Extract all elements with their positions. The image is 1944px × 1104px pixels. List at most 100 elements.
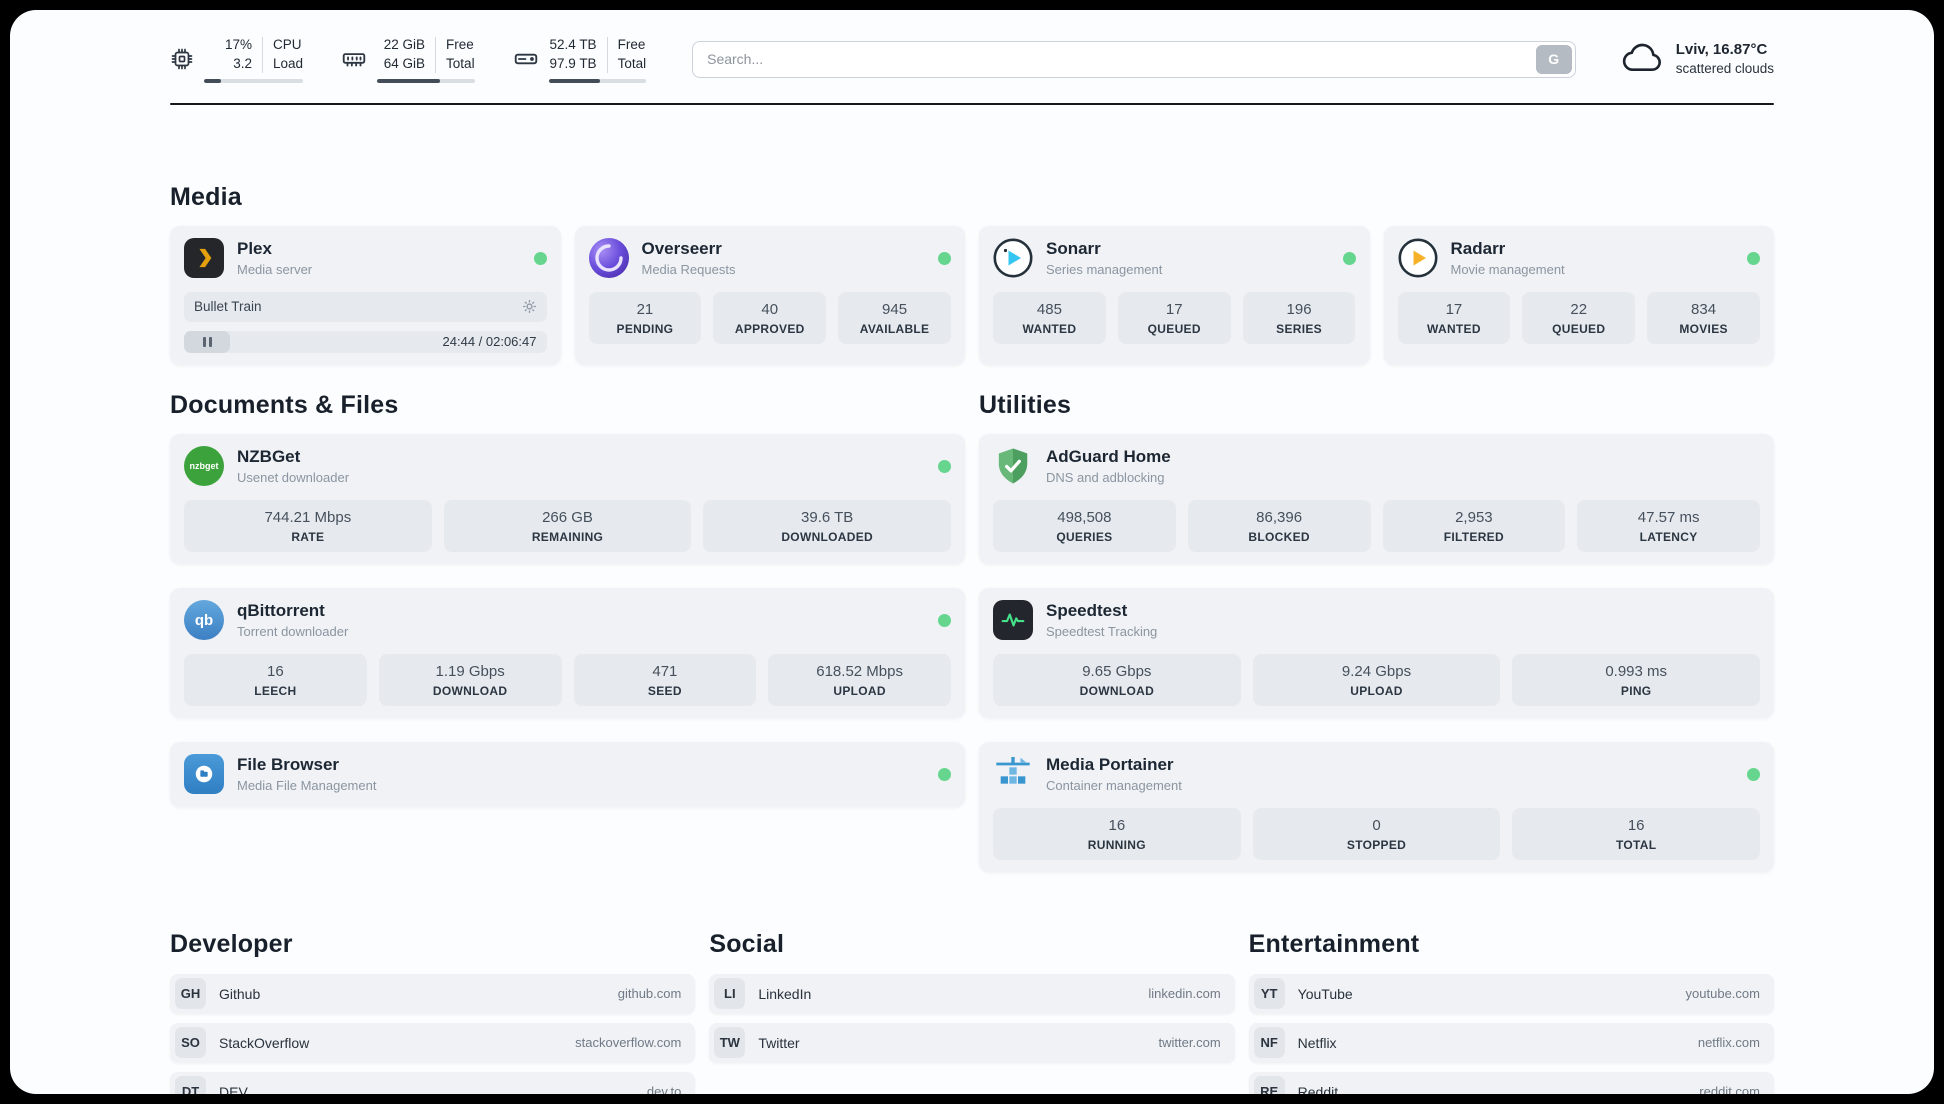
memory-usage-widget: 22 GiB 64 GiB Free Total: [341, 36, 475, 83]
stat-stopped: 0 STOPPED: [1252, 807, 1501, 860]
radarr-card[interactable]: Radarr Movie management 17 WANTED 22 QUEUE…: [1383, 225, 1774, 365]
stat-leech: 16 LEECH: [184, 653, 367, 706]
plex-icon: [184, 238, 224, 279]
cpu-load-label: Load: [273, 55, 304, 71]
memory-progress-bar: [377, 78, 475, 83]
app-subtitle: Media File Management: [237, 777, 377, 793]
bookmark-name: Twitter: [758, 1034, 800, 1051]
sonarr-card[interactable]: Sonarr Series management 485 WANTED 17 QUE…: [979, 225, 1370, 365]
bookmark-github[interactable]: GH Github github.com: [170, 973, 696, 1014]
cpu-usage-widget: 17% 3.2 CPU Load: [170, 36, 304, 83]
section-title-media: Media: [170, 182, 242, 211]
bookmark-group-social: Social LI LinkedIn linkedin.com TW Twitt…: [709, 929, 1235, 1094]
bookmark-name: StackOverflow: [219, 1034, 310, 1051]
radarr-icon: [1397, 238, 1438, 278]
bookmark-url: twitter.com: [1158, 1035, 1221, 1051]
adguard-card[interactable]: AdGuard Home DNS and adblocking 498,508 Q…: [979, 433, 1774, 564]
section-title-social: Social: [709, 929, 785, 958]
storage-usage-widget: 52.4 TB 97.9 TB Free Total: [513, 36, 647, 83]
app-title: Speedtest: [1046, 600, 1128, 620]
gear-icon[interactable]: [522, 299, 537, 314]
portainer-card[interactable]: Media Portainer Container management 16 R…: [979, 741, 1774, 872]
weather-location: Lviv, 16.87°C: [1675, 41, 1768, 59]
memory-free-label: Free: [446, 37, 474, 52]
app-title: Radarr: [1450, 238, 1506, 258]
nzbget-card[interactable]: nzbget NZBGet Usenet downloader 744.21 M…: [170, 433, 965, 564]
bookmark-stackoverflow[interactable]: SO StackOverflow stackoverflow.com: [170, 1022, 696, 1063]
storage-icon: [513, 46, 539, 72]
filebrowser-icon: [184, 754, 224, 795]
playback-progress-bar: 24:44 / 02:06:47: [184, 330, 547, 353]
stat-upload: 9.24 Gbps UPLOAD: [1252, 653, 1501, 706]
media-section: Media Plex Media server Bullet Train: [170, 183, 1774, 365]
topbar-divider: [170, 102, 1774, 105]
storage-total-value: 97.9 TB: [549, 55, 597, 71]
memory-free-value: 22 GiB: [383, 37, 426, 52]
speedtest-icon: [993, 600, 1033, 641]
topbar: 17% 3.2 CPU Load: [170, 36, 1774, 83]
vertical-divider: [606, 37, 608, 73]
bookmark-url: dev.to: [646, 1084, 682, 1094]
stat-available: 945 AVAILABLE: [838, 291, 951, 344]
bookmark-dev[interactable]: DT DEV dev.to: [170, 1071, 696, 1094]
bookmark-group-developer: Developer GH Github github.com SO StackO…: [170, 929, 696, 1094]
dashboard-page: 17% 3.2 CPU Load: [10, 10, 1934, 1094]
bookmark-netflix[interactable]: NF Netflix netflix.com: [1248, 1022, 1774, 1063]
weather-widget: Lviv, 16.87°C scattered clouds: [1622, 40, 1774, 78]
bookmark-abbr-badge: TW: [714, 1027, 746, 1059]
app-subtitle: Container management: [1046, 777, 1182, 793]
section-title-documents: Documents & Files: [170, 390, 399, 419]
bookmark-linkedin[interactable]: LI LinkedIn linkedin.com: [709, 973, 1235, 1014]
portainer-icon: [993, 754, 1033, 794]
cpu-icon: [170, 47, 194, 71]
app-title: File Browser: [237, 754, 340, 774]
bookmark-name: Github: [219, 985, 261, 1002]
bookmark-twitter[interactable]: TW Twitter twitter.com: [709, 1022, 1235, 1063]
bookmark-url: youtube.com: [1685, 986, 1760, 1002]
documents-column: Documents & Files nzbget NZBGet Usenet d…: [170, 391, 965, 872]
pause-button[interactable]: [184, 330, 230, 353]
stat-blocked: 86,396 BLOCKED: [1187, 499, 1371, 552]
stat-ping: 0.993 ms PING: [1512, 653, 1761, 706]
speedtest-card[interactable]: Speedtest Speedtest Tracking 9.65 Gbps DO…: [979, 587, 1774, 718]
stat-downloaded: 39.6 TB DOWNLOADED: [703, 499, 952, 552]
vertical-divider: [435, 37, 437, 73]
bookmark-url: stackoverflow.com: [575, 1035, 682, 1051]
section-title-developer: Developer: [170, 929, 293, 958]
bookmark-abbr-badge: LI: [714, 978, 746, 1010]
storage-free-label: Free: [617, 37, 646, 52]
status-online-dot: [1747, 767, 1760, 781]
stat-wanted: 17 WANTED: [1397, 291, 1511, 344]
storage-free-value: 52.4 TB: [549, 37, 597, 52]
utilities-column: Utilities AdGuard Home DNS and adblockin…: [979, 391, 1774, 872]
app-subtitle: Media Requests: [641, 261, 736, 277]
stat-queries: 498,508 QUERIES: [993, 499, 1176, 552]
bookmark-reddit[interactable]: RE Reddit reddit.com: [1248, 1071, 1774, 1094]
bookmark-youtube[interactable]: YT YouTube youtube.com: [1248, 973, 1774, 1014]
status-online-dot: [938, 613, 951, 627]
bookmark-name: DEV: [219, 1083, 248, 1094]
app-title: AdGuard Home: [1046, 446, 1171, 466]
status-online-dot: [533, 251, 547, 265]
bookmark-name: YouTube: [1297, 985, 1353, 1002]
plex-card[interactable]: Plex Media server Bullet Train 24:44 / 0…: [170, 225, 561, 365]
search-engine-button[interactable]: G: [1535, 44, 1572, 74]
app-title: Media Portainer: [1046, 754, 1174, 774]
cpu-label: CPU: [273, 37, 302, 52]
cloud-icon: [1622, 40, 1664, 78]
status-online-dot: [938, 251, 951, 265]
stat-running: 16 RUNNING: [993, 807, 1241, 860]
overseerr-card[interactable]: Overseerr Media Requests 21 PENDING 40 APP…: [574, 225, 965, 365]
section-title-utilities: Utilities: [979, 390, 1072, 419]
qbittorrent-card[interactable]: qb qBittorrent Torrent downloader 16 LEEC…: [170, 587, 965, 718]
cpu-progress-bar: [204, 78, 304, 83]
status-online-dot: [1342, 251, 1356, 265]
storage-progress-bar: [548, 78, 647, 83]
vertical-divider: [262, 37, 263, 73]
search-input[interactable]: [692, 40, 1576, 78]
stat-queued: 22 QUEUED: [1522, 291, 1636, 344]
stat-rate: 744.21 Mbps RATE: [184, 499, 432, 552]
filebrowser-card[interactable]: File Browser Media File Management: [170, 741, 965, 807]
stat-queued: 17 QUEUED: [1117, 291, 1231, 344]
stat-pending: 21 PENDING: [588, 291, 702, 344]
